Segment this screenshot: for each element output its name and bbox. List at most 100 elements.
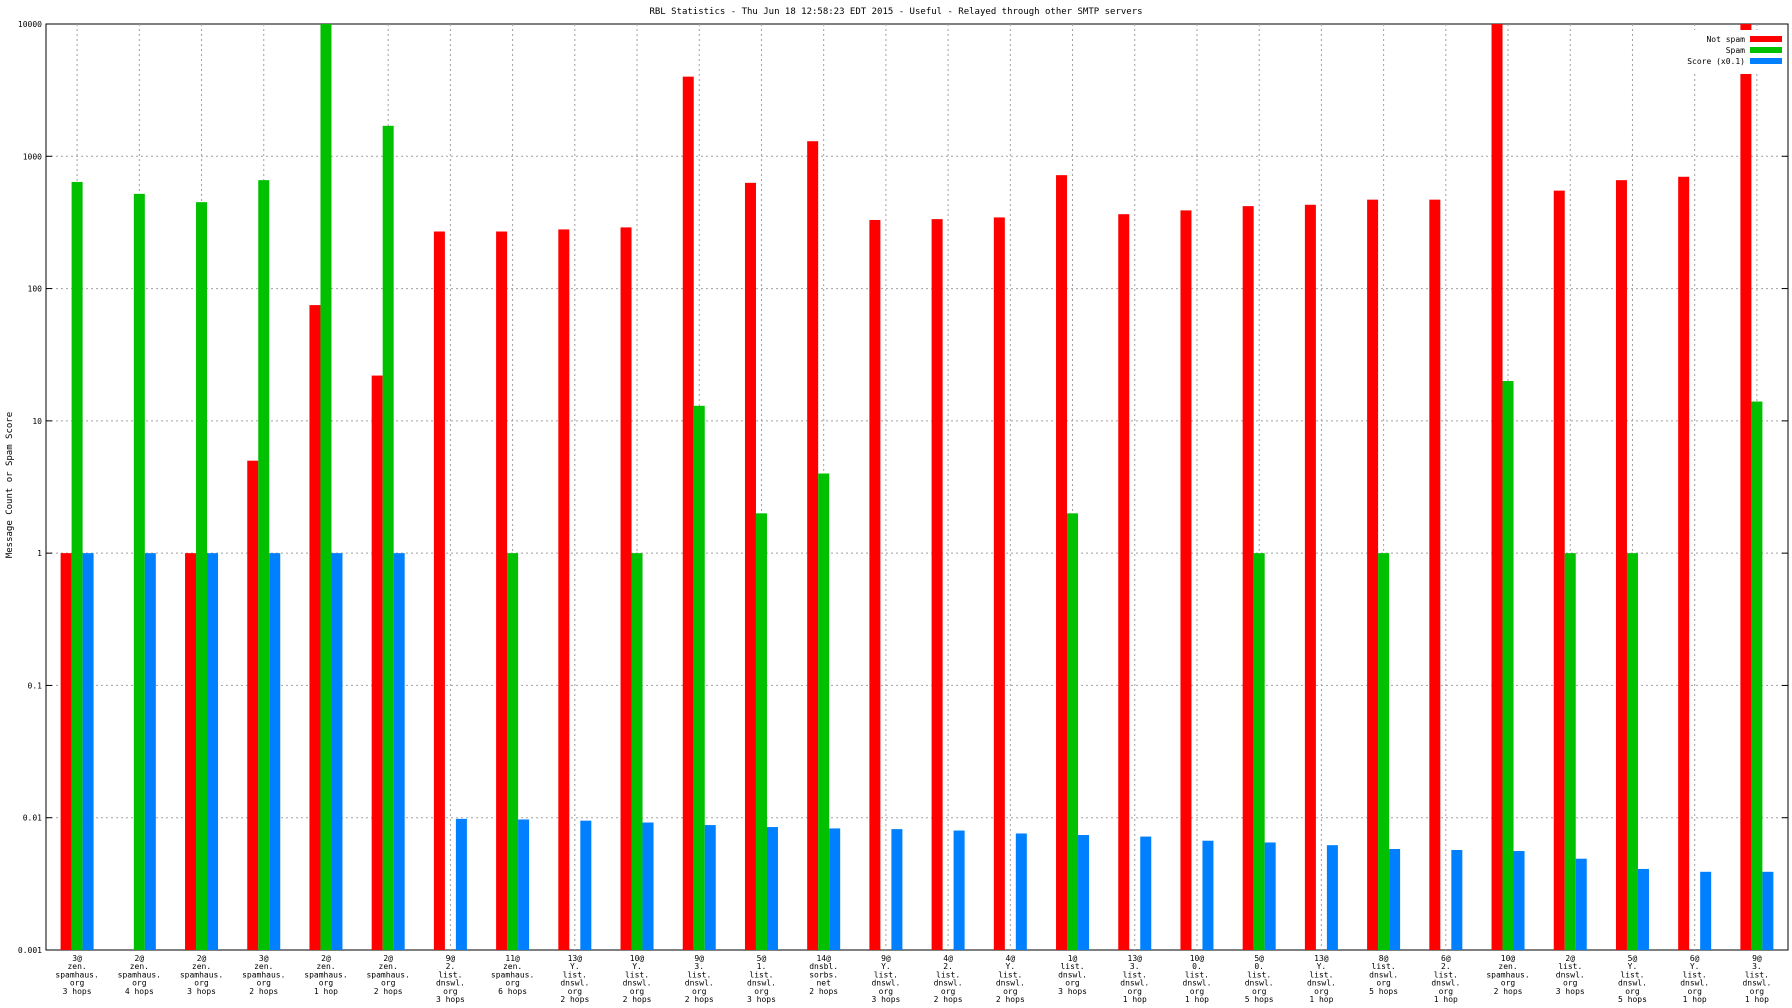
bar-spam (1067, 513, 1079, 950)
x-category-label: 8@ list. dnswl. org 5 hops (1369, 954, 1398, 996)
bar-spam (693, 405, 705, 950)
bar-score-x0-1 (642, 822, 654, 950)
bar-not-spam (247, 460, 259, 950)
bar-score-x0-1 (953, 830, 965, 950)
bar-not-spam (1553, 190, 1565, 950)
x-category-label: 5@ 1. list. dnswl. org 3 hops (747, 954, 776, 1004)
bar-score-x0-1 (829, 828, 841, 950)
x-category-label: 2@ zen. spamhaus. org 4 hops (118, 954, 161, 996)
x-category-label: 3@ zen. spamhaus. org 2 hops (242, 954, 285, 996)
x-category-label: 10@ zen. spamhaus. org 2 hops (1486, 954, 1529, 996)
bar-score-x0-1 (1140, 836, 1152, 950)
bars (60, 24, 1774, 951)
bar-score-x0-1 (207, 553, 219, 950)
y-tick-label: 10 (32, 417, 42, 426)
bar-score-x0-1 (518, 819, 530, 950)
bar-score-x0-1 (704, 825, 716, 950)
x-category-label: 2@ zen. spamhaus. org 2 hops (366, 954, 409, 996)
bar-spam (1564, 553, 1576, 950)
y-tick-label: 0.1 (28, 681, 43, 690)
bar-not-spam (744, 182, 756, 951)
bar-not-spam (496, 231, 508, 950)
x-category-label: 4@ 2. list. dnswl. org 2 hops (934, 954, 963, 1004)
bar-score-x0-1 (1389, 849, 1401, 950)
y-tick-label: 0.001 (18, 946, 42, 955)
bar-score-x0-1 (82, 553, 94, 950)
x-category-label: 4@ Y. list. dnswl. org 2 hops (996, 954, 1025, 1004)
bar-not-spam (433, 231, 445, 950)
legend-label: Score (x0.1) (1687, 57, 1745, 66)
bar-score-x0-1 (393, 553, 405, 950)
bar-score-x0-1 (144, 553, 156, 950)
bar-score-x0-1 (1015, 833, 1027, 950)
legend-label: Not spam (1706, 35, 1745, 44)
x-category-label: 6@ Y. list. dnswl. org 1 hop (1680, 954, 1709, 1004)
x-category-label: 10@ Y. list. dnswl. org 2 hops (623, 954, 652, 1004)
bar-score-x0-1 (1762, 871, 1774, 950)
bar-not-spam (993, 217, 1005, 950)
x-category-label: 6@ 2. list. dnswl. org 1 hop (1431, 954, 1460, 1004)
bar-spam (1253, 553, 1265, 950)
bar-not-spam (558, 229, 570, 950)
bar-not-spam (1740, 24, 1752, 950)
y-axis-ticks: 0.001 0.01 0.1 1 10 100 1000 10000 (18, 20, 1788, 955)
x-category-label: 5@ 0. list. dnswl. org 5 hops (1245, 954, 1274, 1004)
x-category-label: 13@ 3. list. dnswl. org 1 hop (1120, 954, 1149, 1004)
bar-spam (1378, 553, 1390, 950)
x-category-label: 5@ Y. list. dnswl. org 5 hops (1618, 954, 1647, 1004)
x-category-label: 10@ 0. list. dnswl. org 1 hop (1183, 954, 1212, 1004)
bar-not-spam (869, 219, 881, 951)
bar-spam (382, 125, 394, 951)
bar-not-spam (1429, 199, 1441, 951)
legend-swatch (1750, 36, 1782, 42)
bar-score-x0-1 (1451, 850, 1463, 950)
bar-score-x0-1 (455, 818, 467, 950)
bar-not-spam (807, 141, 819, 950)
bar-score-x0-1 (1575, 858, 1587, 950)
x-category-label: 9@ 3. list. dnswl. org 2 hops (685, 954, 714, 1004)
bar-not-spam (185, 553, 197, 950)
bar-spam (1751, 401, 1763, 950)
bar-score-x0-1 (1637, 868, 1649, 950)
bar-not-spam (682, 76, 694, 950)
bar-spam (196, 202, 208, 950)
x-category-label: 9@ 3. list. dnswl. org 1 hop (1742, 954, 1771, 1004)
bar-score-x0-1 (1264, 842, 1276, 950)
legend-swatch (1750, 58, 1782, 64)
bar-not-spam (1304, 204, 1316, 951)
bar-score-x0-1 (766, 827, 778, 950)
y-tick-label: 1 (37, 549, 42, 558)
plot-frame (45, 23, 1789, 951)
x-axis-categories: 3@ zen. spamhaus. org 3 hops 2@ zen. spamhaus. o… (55, 954, 1771, 1004)
bar-spam (631, 553, 643, 950)
bar-not-spam (1615, 180, 1627, 950)
y-tick-label: 10000 (18, 20, 42, 29)
bar-spam (1502, 381, 1514, 951)
legend: Not spam Spam Score (x0.1) (1655, 30, 1785, 74)
bar-spam (71, 181, 83, 950)
bar-score-x0-1 (891, 829, 903, 950)
x-category-label: 2@ zen. spamhaus. org 3 hops (180, 954, 223, 996)
x-category-label: 3@ zen. spamhaus. org 3 hops (55, 954, 98, 996)
legend-swatch (1750, 47, 1782, 53)
bar-not-spam (1180, 210, 1192, 950)
chart-title: RBL Statistics - Thu Jun 18 12:58:23 EDT… (649, 7, 1143, 17)
bar-spam (320, 24, 332, 950)
bar-not-spam (1056, 175, 1068, 951)
legend-label: Spam (1726, 46, 1745, 55)
bar-spam (258, 180, 270, 950)
x-category-label: 1@ list. dnswl. org 3 hops (1058, 954, 1087, 996)
x-category-label: 13@ Y. list. dnswl. org 1 hop (1307, 954, 1336, 1004)
bar-score-x0-1 (1513, 851, 1525, 950)
bar-spam (507, 553, 519, 950)
bar-not-spam (309, 305, 321, 951)
bar-not-spam (931, 219, 943, 951)
bar-score-x0-1 (331, 553, 343, 950)
bar-spam (133, 193, 145, 950)
bar-not-spam (1242, 206, 1254, 950)
bar-not-spam (1118, 214, 1130, 950)
bar-score-x0-1 (1202, 840, 1214, 950)
x-category-label: 9@ Y. list. dnswl. org 3 hops (871, 954, 900, 1004)
grid (46, 24, 1788, 950)
